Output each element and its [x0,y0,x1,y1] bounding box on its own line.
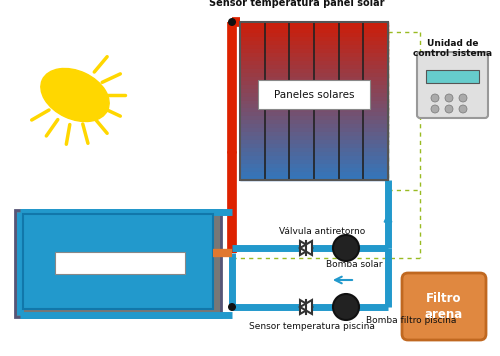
Bar [240,93,388,97]
Bar [240,120,388,125]
Circle shape [445,94,453,102]
Circle shape [228,303,236,311]
Polygon shape [300,241,312,255]
Text: Válvula antiretorno: Válvula antiretorno [279,227,365,236]
Bar [240,69,388,73]
Bar [240,100,388,105]
Bar [240,140,388,145]
Circle shape [459,105,467,113]
Bar [240,22,388,180]
Bar [426,70,479,83]
Text: Bomba filtro piscina: Bomba filtro piscina [366,316,456,325]
Bar [55,251,185,273]
Text: Piscina: Piscina [93,257,143,270]
Bar [240,148,388,152]
Bar [240,89,388,93]
Polygon shape [300,300,312,314]
Bar [240,132,388,137]
Bar [240,41,388,46]
Bar [240,104,388,109]
Polygon shape [300,300,312,314]
Bar [258,80,370,109]
Bar [240,96,388,101]
Text: Sensor temperatura piscina: Sensor temperatura piscina [249,322,375,331]
Bar [240,37,388,42]
Bar [240,144,388,148]
Circle shape [333,294,359,320]
Bar [240,172,388,176]
Bar [240,164,388,168]
Circle shape [431,94,439,102]
Bar [240,176,388,180]
Bar [240,85,388,89]
Bar [240,124,388,129]
Bar [240,33,388,38]
Polygon shape [300,241,312,255]
Bar [240,53,388,58]
Bar [240,65,388,69]
Bar [240,160,388,164]
Bar [240,49,388,54]
Bar [240,77,388,81]
Bar [240,45,388,49]
Ellipse shape [41,68,109,121]
Circle shape [459,94,467,102]
Bar [240,57,388,62]
Text: Filtro
arena: Filtro arena [425,293,463,320]
FancyBboxPatch shape [417,52,488,118]
Text: Sensor temperatura panel solar: Sensor temperatura panel solar [209,0,385,8]
Bar [23,214,213,309]
Circle shape [333,235,359,261]
Circle shape [445,105,453,113]
FancyBboxPatch shape [402,273,486,340]
Bar [240,116,388,121]
Bar [240,152,388,156]
Bar [240,30,388,34]
Bar [240,136,388,141]
Bar [240,108,388,113]
Circle shape [431,105,439,113]
Bar [240,112,388,117]
Bar [240,73,388,77]
Bar [15,210,221,317]
Bar [240,25,388,30]
Bar [240,156,388,160]
Text: Bomba solar: Bomba solar [326,260,382,269]
Bar [240,168,388,172]
Text: Unidad de
control sistema: Unidad de control sistema [413,38,492,58]
Bar [240,21,388,26]
Text: Paneles solares: Paneles solares [274,90,354,100]
Bar [240,61,388,66]
Bar [240,128,388,132]
Circle shape [228,18,236,26]
Bar [240,81,388,85]
